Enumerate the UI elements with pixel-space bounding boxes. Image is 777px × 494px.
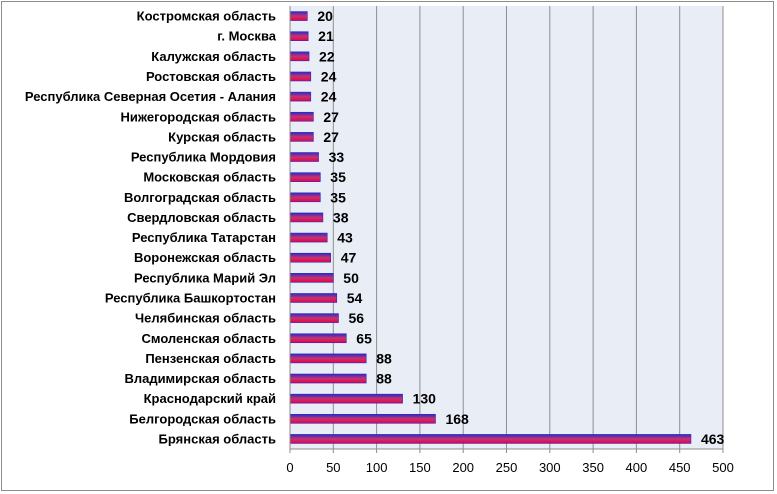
bar: [289, 413, 436, 424]
data-label: 24: [321, 68, 337, 84]
bar: [289, 333, 347, 344]
bar: [289, 111, 314, 122]
data-labels: 2021222424272733353538434750545665888813…: [317, 8, 724, 447]
category-label: Пензенская область: [145, 351, 276, 366]
category-label: Курская область: [168, 129, 276, 144]
bar: [289, 393, 403, 404]
bar: [289, 71, 312, 82]
data-label: 65: [356, 330, 372, 346]
x-tick-label: 150: [409, 460, 431, 475]
bar: [289, 252, 332, 263]
data-label: 33: [329, 149, 345, 165]
category-label: Ростовская область: [146, 69, 276, 84]
bar: [289, 51, 310, 62]
data-label: 22: [319, 48, 335, 64]
category-label: Республика Мордовия: [131, 150, 276, 165]
bar: [289, 11, 308, 21]
bar: [289, 132, 314, 142]
bar: [289, 434, 692, 444]
x-tick-label: 50: [326, 460, 340, 475]
x-tick-label: 250: [496, 460, 518, 475]
data-label: 88: [376, 350, 392, 366]
data-label: 168: [445, 411, 469, 427]
category-label: Республика Марий Эл: [134, 270, 276, 285]
category-label: Московская область: [143, 170, 276, 185]
bar: [289, 31, 309, 42]
x-tick-label: 100: [366, 460, 388, 475]
x-tick-label: 200: [452, 460, 474, 475]
bar: [289, 212, 324, 223]
category-label: Смоленская область: [141, 331, 276, 346]
x-tick-label: 0: [286, 460, 293, 475]
bar: [289, 152, 319, 162]
data-label: 21: [318, 28, 334, 44]
data-label: 43: [337, 230, 353, 246]
category-label: Белгородская область: [129, 411, 276, 426]
category-label: Брянская область: [159, 431, 276, 446]
bars: [289, 11, 692, 444]
axes: [289, 6, 723, 450]
category-label: Воронежская область: [134, 250, 276, 265]
bar: [289, 293, 338, 303]
bar: [289, 91, 312, 102]
category-label: Владимирская область: [124, 371, 276, 386]
data-label: 35: [330, 169, 346, 185]
category-label: Калужская область: [151, 49, 276, 64]
bar: [289, 313, 339, 323]
bar: [289, 172, 321, 182]
category-label: Нижегородская область: [120, 109, 276, 124]
category-label: Свердловская область: [127, 210, 276, 225]
category-label: Республика Башкортостан: [105, 290, 276, 305]
x-tick-label: 350: [582, 460, 604, 475]
data-label: 130: [413, 391, 437, 407]
category-label: Челябинская область: [135, 311, 276, 326]
data-label: 88: [376, 371, 392, 387]
category-label: Республика Северная Осетия - Алания: [25, 89, 276, 104]
data-label: 47: [341, 250, 357, 266]
category-label: Краснодарский край: [144, 391, 276, 406]
gridlines: [289, 6, 724, 453]
data-label: 27: [323, 129, 339, 145]
category-label: Волгоградская область: [124, 190, 276, 205]
data-label: 27: [323, 109, 339, 125]
x-tick-label: 500: [712, 460, 734, 475]
data-label: 35: [330, 189, 346, 205]
data-label: 20: [317, 8, 333, 24]
category-label: Республика Татарстан: [132, 230, 276, 245]
data-label: 38: [333, 209, 349, 225]
category-label: Костромская область: [137, 9, 276, 24]
category-label: г. Москва: [217, 29, 276, 44]
data-label: 54: [347, 290, 363, 306]
bar: [289, 353, 367, 364]
bar: [289, 373, 367, 384]
bar: [289, 192, 321, 203]
x-tick-label: 450: [669, 460, 691, 475]
data-label: 463: [701, 431, 725, 447]
x-tick-labels: 0 50 100 150 200 250 300 350 400 450 500: [286, 460, 733, 475]
x-tick-label: 400: [626, 460, 648, 475]
category-labels: Костромская область г. Москва Калужская об…: [25, 9, 277, 447]
data-label: 56: [348, 310, 364, 326]
x-tick-label: 300: [539, 460, 561, 475]
data-label: 24: [321, 89, 337, 105]
bar: [289, 273, 334, 283]
bar: [289, 232, 328, 243]
data-label: 50: [343, 270, 359, 286]
